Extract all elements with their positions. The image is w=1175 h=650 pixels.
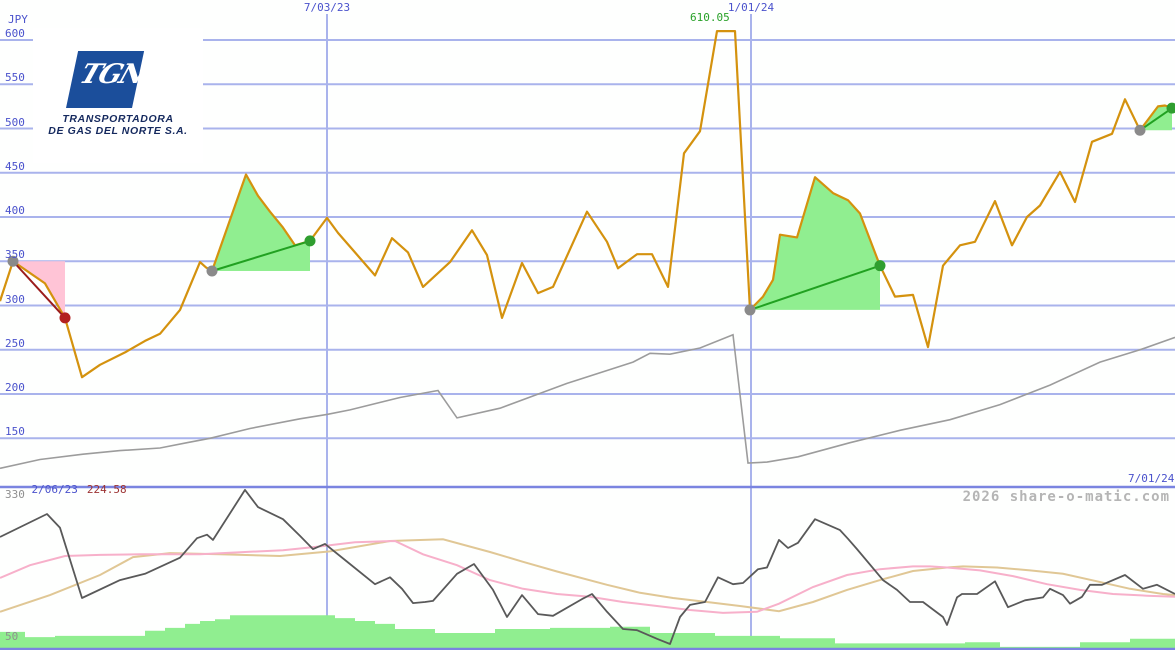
company-logo: TGN TRANSPORTADORA DE GAS DEL NORTE S.A.	[33, 28, 203, 163]
signal-pink-series	[0, 539, 1175, 614]
currency-axis-label: JPY	[8, 13, 28, 26]
trade-exit-dot	[1166, 102, 1175, 114]
start-price-label: 224.58	[86, 483, 127, 496]
chart-start-footer: 2/06/23 224.58	[5, 473, 127, 506]
peak-value-annotation: 610.05	[690, 11, 730, 24]
y-axis-tick-label: 350	[5, 248, 25, 261]
y-axis-tick-label: 400	[5, 204, 25, 217]
oscillator-min-label: 50	[5, 630, 19, 643]
trade-exit-dot	[59, 312, 71, 324]
start-date-label: 2/06/23	[31, 483, 78, 496]
trade-region-loss	[13, 261, 65, 318]
y-axis-tick-label: 600	[5, 27, 25, 40]
y-axis-tick-label: 250	[5, 337, 25, 350]
tgn-logo-icon: TGN	[66, 51, 149, 108]
trade-exit-dot	[874, 260, 886, 272]
trade-entry-dot	[744, 304, 756, 316]
company-name-line2: DE GAS DEL NORTE S.A.	[48, 125, 188, 137]
trade-line-win	[1139, 107, 1173, 132]
y-axis-tick-label: 300	[5, 293, 25, 306]
trade-markers	[7, 102, 1175, 324]
y-axis-tick-label: 200	[5, 381, 25, 394]
trade-entry-dot	[1134, 124, 1146, 136]
trade-line-loss	[12, 260, 66, 319]
oscillator-max-label: 330	[5, 488, 25, 501]
signal-line-pink	[0, 539, 1175, 614]
y-axis-tick-label: 450	[5, 160, 25, 173]
volume-series	[0, 615, 1175, 648]
end-date-label: 7/01/24	[1128, 472, 1175, 485]
trade-entry-dot	[7, 255, 19, 267]
trade-region-win	[212, 174, 310, 271]
trade-line-win	[211, 239, 311, 272]
signal-tan-series	[0, 538, 1175, 613]
signal-line-tan	[0, 538, 1175, 613]
panel-borders	[0, 485, 1175, 650]
benchmark-line	[0, 333, 1175, 470]
y-axis-tick-label: 150	[5, 425, 25, 438]
x-axis-date-label: 1/01/24	[727, 1, 775, 14]
benchmark-series	[0, 333, 1175, 470]
trade-line-win	[749, 264, 881, 311]
watermark: 2026 share-o-matic.com	[962, 489, 1170, 505]
trade-entry-dot	[206, 265, 218, 277]
tgn-logo-acronym: TGN	[75, 59, 149, 90]
oscillator-series	[0, 488, 1175, 645]
trade-exit-dot	[304, 235, 316, 247]
oscillator-line	[0, 488, 1175, 645]
y-axis-tick-label: 550	[5, 71, 25, 84]
y-axis-tick-label: 500	[5, 116, 25, 129]
trade-region-win	[750, 177, 880, 310]
date-gridlines	[326, 14, 752, 648]
x-axis-date-label: 7/03/23	[303, 1, 351, 14]
company-name-line1: TRANSPORTADORA	[62, 113, 174, 125]
volume-area	[0, 615, 1175, 648]
